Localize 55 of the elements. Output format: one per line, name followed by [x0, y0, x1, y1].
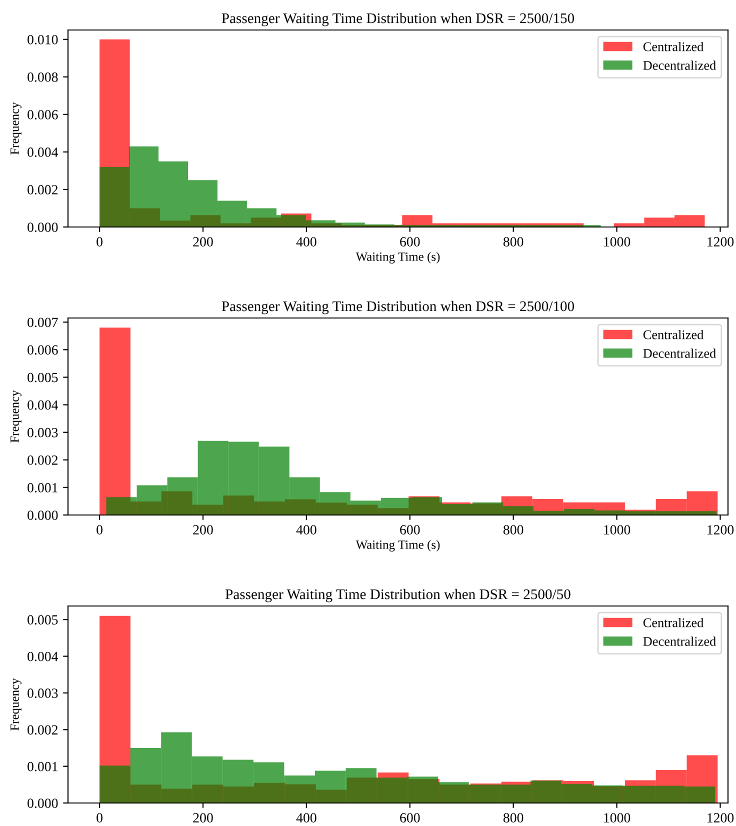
y-tick-label: 0.001 [28, 483, 58, 492]
y-tick-label: 0.001 [28, 762, 58, 772]
y-tick-label: 0.002 [28, 185, 58, 194]
y-tick-label: 0.004 [28, 400, 58, 410]
legend-label: Centralized [643, 42, 704, 52]
y-tick-label: 0.010 [28, 34, 58, 44]
y-axis-title: Frequency [10, 678, 22, 731]
y-axis-title: Frequency [10, 102, 22, 155]
chart-title: Passenger Waiting Time Distribution when DSR = 2500/50 [225, 588, 570, 602]
x-axis-title: Waiting Time (s) [356, 252, 440, 264]
x-tick-label: 800 [503, 237, 524, 246]
y-axis-title: Frequency [10, 390, 22, 443]
x-tick-label: 600 [400, 525, 420, 534]
x-tick-label: 200 [193, 237, 213, 246]
y-tick-label: 0.003 [28, 688, 58, 698]
y-tick-label: 0.008 [28, 72, 58, 82]
x-tick-label: 600 [400, 813, 420, 822]
x-tick-label: 200 [193, 525, 213, 534]
x-tick-label: 800 [503, 525, 524, 534]
y-tick-label: 0.000 [28, 798, 58, 808]
x-tick-label: 0 [96, 525, 102, 534]
x-tick-label: 1200 [708, 237, 734, 246]
x-tick-label: 400 [296, 525, 316, 534]
x-tick-label: 800 [503, 813, 524, 822]
y-tick-label: 0.006 [28, 345, 58, 355]
chart-title: Passenger Waiting Time Distribution when DSR = 2500/100 [222, 300, 574, 314]
y-tick-label: 0.005 [28, 615, 58, 625]
x-tick-label: 400 [296, 813, 316, 822]
x-tick-label: 1000 [604, 813, 630, 822]
x-tick-label: 200 [193, 813, 213, 822]
x-tick-label: 1000 [604, 525, 630, 534]
legend-label: Centralized [643, 618, 704, 628]
y-tick-label: 0.000 [28, 222, 58, 232]
y-tick-label: 0.005 [28, 372, 58, 382]
y-tick-label: 0.002 [28, 455, 58, 465]
x-tick-label: 600 [400, 237, 420, 246]
legend-label: Centralized [643, 330, 704, 340]
x-tick-label: 1200 [708, 813, 734, 822]
legend-label: Decentralized [643, 636, 716, 646]
y-tick-label: 0.004 [28, 148, 58, 157]
legend-label: Decentralized [643, 60, 716, 70]
x-axis-title: Waiting Time (s) [356, 540, 440, 552]
y-tick-label: 0.003 [28, 428, 58, 438]
x-tick-label: 0 [96, 237, 102, 246]
legend-label: Decentralized [643, 348, 716, 358]
x-tick-label: 1000 [604, 237, 630, 246]
y-tick-label: 0.006 [28, 110, 58, 120]
x-tick-label: 0 [96, 813, 102, 822]
x-tick-label: 400 [296, 237, 316, 246]
x-tick-label: 1200 [708, 525, 734, 534]
y-tick-label: 0.007 [28, 318, 58, 328]
y-tick-label: 0.000 [28, 510, 58, 520]
chart-title: Passenger Waiting Time Distribution when DSR = 2500/150 [222, 12, 574, 26]
y-tick-label: 0.002 [28, 725, 58, 735]
y-tick-label: 0.004 [28, 652, 58, 662]
